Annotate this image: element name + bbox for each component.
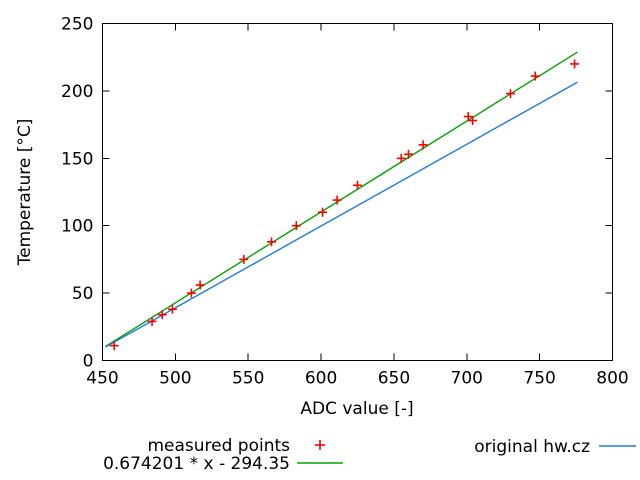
- fit-line: [105, 51, 578, 348]
- y-tick-label: 50: [72, 284, 94, 304]
- y-tick-label: 0: [83, 352, 94, 372]
- x-tick-label: 500: [159, 369, 191, 389]
- fit-line-sample-icon: [297, 462, 343, 464]
- y-tick-label: 150: [61, 149, 93, 169]
- x-tick-label: 800: [596, 369, 628, 389]
- x-tick-label: 600: [305, 369, 337, 389]
- original-line-sample-icon: [599, 445, 636, 447]
- y-tick-label: 100: [61, 217, 93, 237]
- legend-measured-points-label: measured points: [147, 436, 290, 456]
- legend-fit-equation-label: 0.674201 * x - 294.35: [103, 454, 290, 474]
- x-tick-label: 450: [86, 369, 118, 389]
- y-axis-label: Temperature [°C]: [15, 118, 35, 266]
- y-tick-label: 250: [61, 15, 93, 35]
- x-tick-label: 750: [523, 369, 555, 389]
- y-tick-label: 200: [61, 82, 93, 102]
- x-tick-label: 550: [232, 369, 264, 389]
- x-tick-label: 650: [378, 369, 410, 389]
- x-axis-label: ADC value [-]: [300, 399, 414, 419]
- legend-original-hwcz-label: original hw.cz: [474, 437, 590, 457]
- original-line: [105, 81, 578, 348]
- x-tick-label: 700: [451, 369, 483, 389]
- plus-marker-icon: [315, 440, 325, 450]
- plot-border: [102, 23, 613, 361]
